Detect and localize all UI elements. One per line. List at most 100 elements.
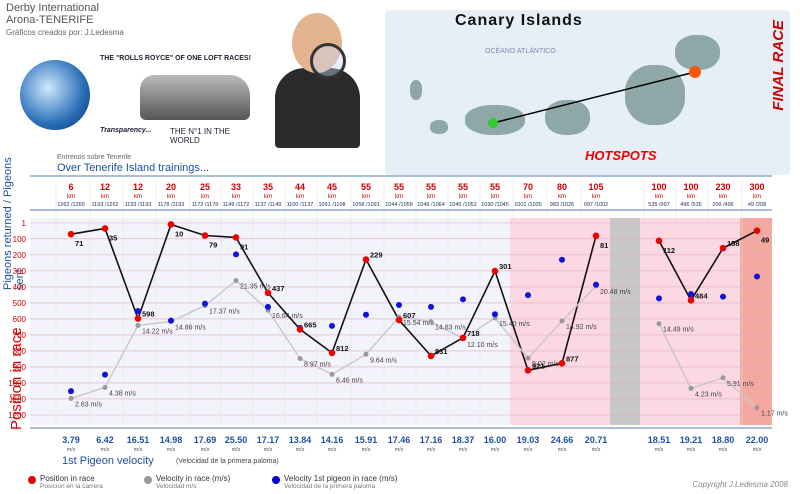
position-label: 10 xyxy=(175,229,183,238)
position-point xyxy=(592,232,600,240)
velocity-label: 6.46 m/s xyxy=(336,377,363,384)
velocity-point xyxy=(754,405,760,411)
first-velocity-value: 13.84 xyxy=(289,435,312,445)
position-point xyxy=(459,334,467,342)
velocity-label: 20.48 m/s xyxy=(600,289,631,296)
returned-value: 1100 /1137 xyxy=(287,202,314,208)
legend-position-label: Position in race xyxy=(40,474,95,483)
first-velocity-unit: m/s xyxy=(395,447,404,453)
velocity-point xyxy=(297,356,303,362)
first-velocity-value: 22.00 xyxy=(746,435,769,445)
first-velocity-point xyxy=(329,322,335,329)
position-point xyxy=(687,297,695,304)
velocity-point xyxy=(559,318,565,324)
first-velocity-unit: m/s xyxy=(719,447,728,453)
returned-value: 1262 /1265 xyxy=(57,202,85,208)
first-velocity-value: 17.69 xyxy=(194,435,217,445)
first-velocity-point xyxy=(68,388,74,395)
km-value: 105 xyxy=(588,182,603,192)
first-velocity-unit: m/s xyxy=(427,447,436,453)
returned-value: 1178 /1193 xyxy=(158,202,185,208)
returned-value: 1193 /1262 xyxy=(91,202,118,208)
velocity-line xyxy=(658,323,758,409)
returned-value: 1193 /1193 xyxy=(125,202,152,208)
copyright: Copyright J.Ledesma 2008 xyxy=(692,480,788,489)
promo-transparency: Transparency... xyxy=(100,127,152,134)
km-unit: km xyxy=(201,194,209,200)
y-tick-label: 400 xyxy=(13,283,27,292)
first-velocity-unit: m/s xyxy=(687,447,696,453)
km-unit: km xyxy=(67,194,75,200)
position-point xyxy=(201,232,209,239)
km-value: 12 xyxy=(133,182,143,192)
position-point xyxy=(232,234,240,241)
km-value: 20 xyxy=(166,182,176,192)
position-label: 484 xyxy=(695,291,708,300)
header-title-2: Arona-TENERIFE xyxy=(6,14,94,26)
position-point xyxy=(362,256,370,263)
km-unit: km xyxy=(753,194,761,200)
km-unit: km xyxy=(558,194,566,200)
first-velocity-value: 17.16 xyxy=(420,435,443,445)
y-tick-label: 900 xyxy=(13,363,27,372)
km-value: 100 xyxy=(651,182,666,192)
header-credit: Gráficos creados por: J.Ledesma xyxy=(6,28,124,37)
y-tick-label: 600 xyxy=(13,315,27,324)
returned-value: 496 /535 xyxy=(680,202,701,208)
first-velocity-point xyxy=(559,256,565,263)
velocity-label: 14.83 m/s xyxy=(435,325,466,332)
first-velocity-unit: m/s xyxy=(232,447,241,453)
returned-value: 535 /997 xyxy=(648,202,669,208)
position-point xyxy=(524,367,532,374)
km-value: 12 xyxy=(100,182,110,192)
position-label: 91 xyxy=(240,242,248,251)
km-value: 80 xyxy=(557,182,567,192)
km-value: 35 xyxy=(263,182,273,192)
first-velocity-unit: m/s xyxy=(328,447,337,453)
first-velocity-value: 25.50 xyxy=(225,435,248,445)
legend-position: Position in race Posicion en la carrera xyxy=(28,474,103,490)
km-unit: km xyxy=(232,194,240,200)
first-velocity-unit: m/s xyxy=(524,447,533,453)
km-unit: km xyxy=(328,194,336,200)
velocity-subtitle: (Velocidad de la primera paloma) xyxy=(176,458,279,465)
position-label: 158 xyxy=(727,239,740,248)
final-race-band xyxy=(740,218,772,425)
legend-velocity: Velocity in race (m/s) Velocidad m/s xyxy=(144,474,230,490)
first-velocity-value: 14.98 xyxy=(160,435,183,445)
y-tick-label: 200 xyxy=(13,251,27,260)
km-unit: km xyxy=(264,194,272,200)
km-unit: km xyxy=(719,194,727,200)
km-value: 55 xyxy=(490,182,500,192)
velocity-label: 15.54 m/s xyxy=(403,320,434,327)
position-label: 71 xyxy=(75,239,83,248)
legend-position-sub: Posicion en la carrera xyxy=(40,483,103,490)
first-velocity-unit: m/s xyxy=(655,447,664,453)
position-label: 718 xyxy=(467,329,480,338)
km-value: 300 xyxy=(749,182,764,192)
km-value: 33 xyxy=(231,182,241,192)
km-value: 55 xyxy=(458,182,468,192)
velocity-title: 1st Pigeon velocity xyxy=(62,455,154,467)
y-tick-label: 800 xyxy=(13,347,27,356)
velocity-point xyxy=(720,375,726,381)
gap-band xyxy=(610,218,640,425)
returned-value: 1058 /1091 xyxy=(352,202,380,208)
promo-nr1: THE N°1 IN THE WORLD xyxy=(170,127,230,145)
km-value: 100 xyxy=(683,182,698,192)
returned-value: 1044 /1058 xyxy=(385,202,413,208)
first-velocity-value: 18.51 xyxy=(648,435,671,445)
km-value: 25 xyxy=(200,182,210,192)
position-point xyxy=(427,352,435,360)
first-velocity-unit: m/s xyxy=(558,447,567,453)
promo-banner: THE "ROLLS ROYCE" OF ONE LOFT RACES! Tra… xyxy=(20,55,260,145)
first-velocity-value: 15.91 xyxy=(355,435,378,445)
y-tick-label: 1 xyxy=(22,219,27,228)
first-velocity-point xyxy=(363,311,369,318)
first-velocity-point xyxy=(233,251,239,258)
km-unit: km xyxy=(491,194,499,200)
km-value: 44 xyxy=(295,182,305,192)
km-value: 70 xyxy=(523,182,533,192)
y-tick-label: 500 xyxy=(13,299,27,308)
position-label: 877 xyxy=(566,354,579,363)
